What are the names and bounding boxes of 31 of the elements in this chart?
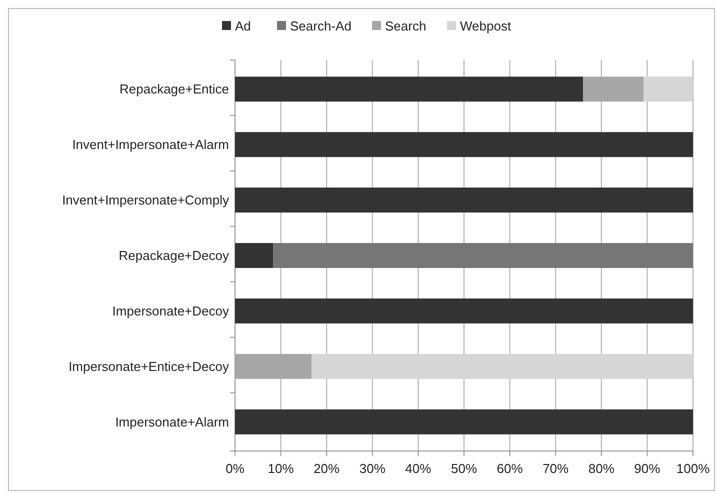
y-tick-label: Repackage+Entice bbox=[120, 82, 229, 97]
legend-label: Webpost bbox=[460, 18, 512, 34]
bar bbox=[235, 409, 693, 434]
y-tick-label: Impersonate+Decoy bbox=[112, 304, 230, 319]
bar bbox=[235, 243, 274, 268]
y-tick-label: Invent+Impersonate+Alarm bbox=[72, 137, 229, 152]
bar bbox=[235, 298, 693, 324]
x-tick-label: 100% bbox=[676, 461, 710, 476]
bar bbox=[273, 243, 693, 268]
legend-label: Search-Ad bbox=[290, 18, 352, 34]
x-tick-label: 60% bbox=[496, 461, 524, 476]
legend-label: Ad bbox=[235, 18, 251, 34]
y-tick-label: Impersonate+Alarm bbox=[115, 414, 229, 430]
x-tick-label: 30% bbox=[359, 461, 386, 476]
y-tick-label: Repackage+Decoy bbox=[118, 248, 230, 264]
bar bbox=[235, 76, 584, 102]
x-tick-label: 70% bbox=[542, 461, 570, 476]
x-tick-label: 0% bbox=[226, 461, 245, 476]
y-tick-label: Invent+Impersonate+Comply bbox=[62, 192, 230, 208]
bar bbox=[235, 188, 693, 213]
x-tick-label: 40% bbox=[405, 461, 432, 476]
bar bbox=[311, 354, 693, 379]
x-tick-label: 50% bbox=[450, 461, 478, 476]
x-tick-label: 10% bbox=[268, 461, 294, 476]
x-tick-label: 80% bbox=[588, 461, 615, 476]
bar bbox=[235, 132, 693, 158]
x-tick-label: 90% bbox=[634, 461, 661, 476]
y-tick-label: Impersonate+Entice+Decoy bbox=[68, 358, 230, 374]
legend-label: Search bbox=[385, 18, 426, 34]
x-tick-label: 20% bbox=[314, 461, 340, 476]
bar bbox=[644, 76, 693, 102]
